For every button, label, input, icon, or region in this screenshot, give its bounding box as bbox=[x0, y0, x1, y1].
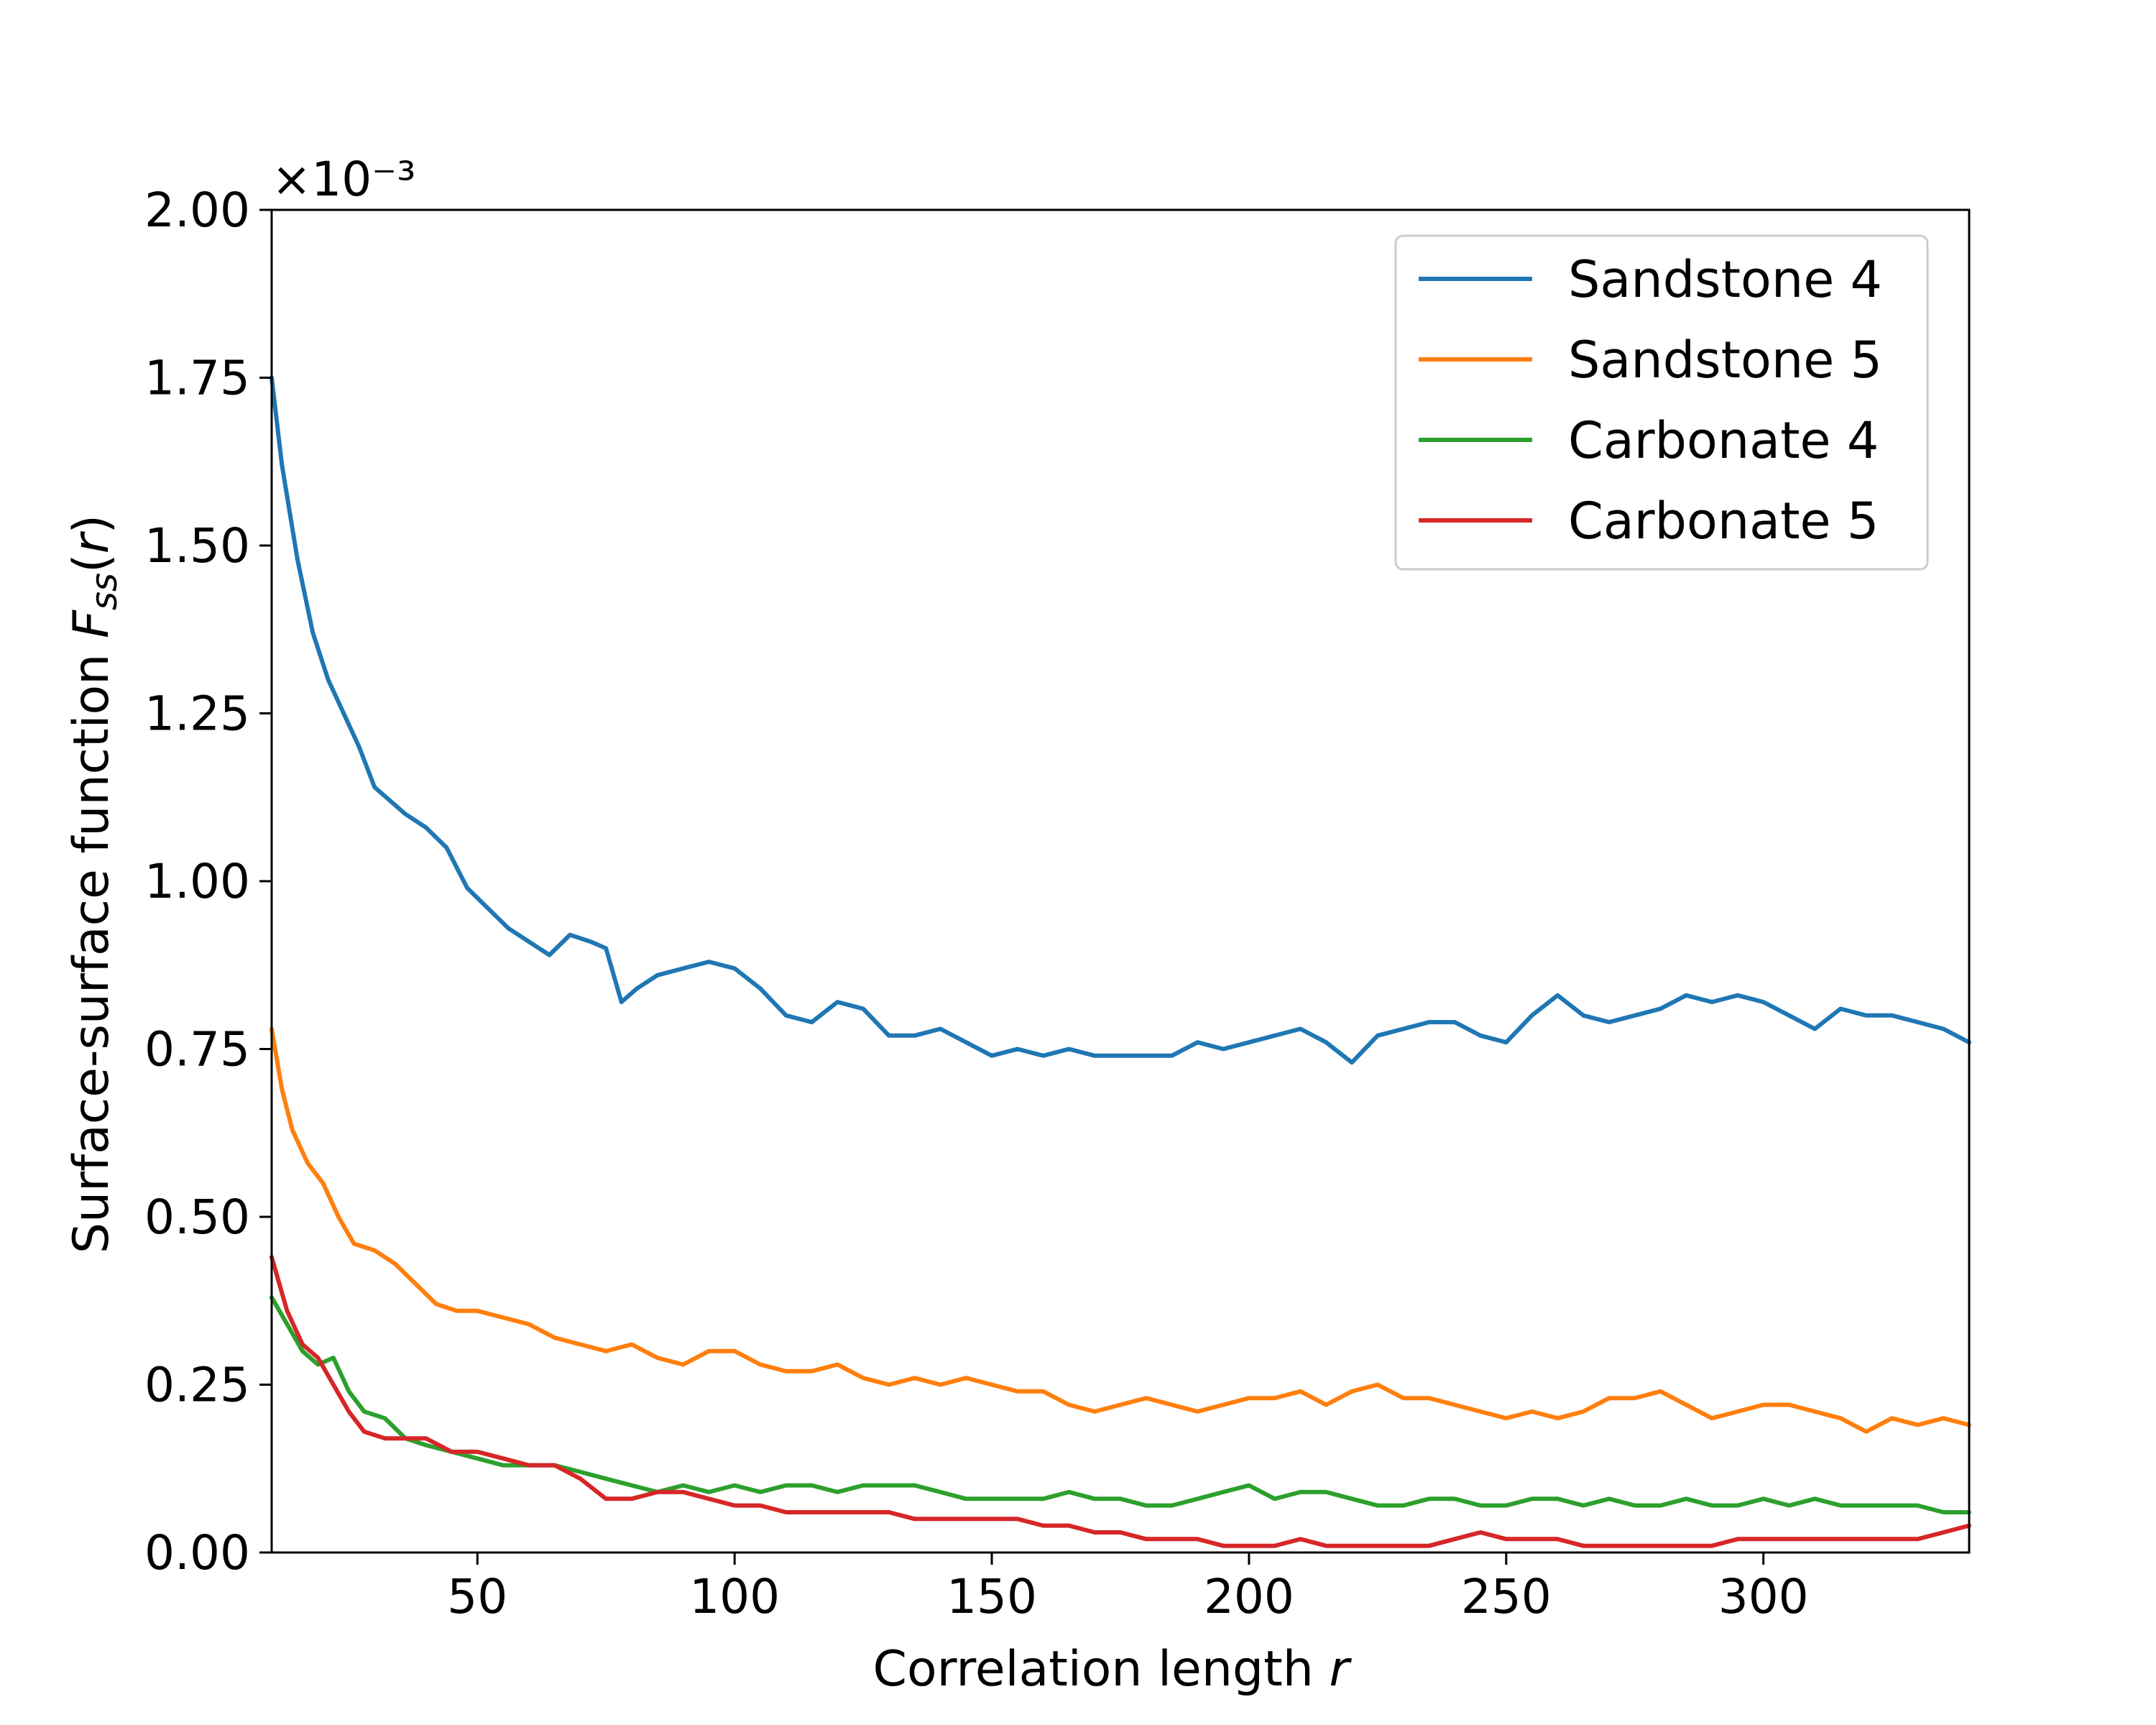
legend-box bbox=[1394, 234, 1929, 571]
x-axis: 50 100 150 200 250 300 bbox=[447, 1552, 1809, 1624]
series-line-1 bbox=[270, 375, 1971, 1065]
y-tick-label: 0.00 bbox=[144, 1525, 250, 1581]
y-axis-multiplier: ×10⁻³ bbox=[272, 152, 416, 207]
y-tick-label: 2.00 bbox=[144, 183, 250, 238]
x-tick-label: 200 bbox=[1204, 1569, 1294, 1624]
x-tick-label: 300 bbox=[1718, 1569, 1809, 1624]
x-tick-label: 50 bbox=[447, 1569, 507, 1624]
x-tick-label: 150 bbox=[946, 1569, 1037, 1624]
legend-label-1: Sandstone 4 bbox=[1568, 250, 1882, 309]
y-tick-label: 0.75 bbox=[144, 1022, 250, 1077]
y-tick-label: 1.25 bbox=[144, 686, 250, 742]
plot-lines bbox=[270, 375, 1971, 1548]
series-line-2 bbox=[270, 1026, 1971, 1434]
y-tick-label: 1.75 bbox=[144, 351, 250, 406]
y-tick-label: 1.50 bbox=[144, 518, 250, 574]
legend-label-4: Carbonate 5 bbox=[1568, 492, 1879, 551]
legend-label-3: Carbonate 4 bbox=[1568, 411, 1879, 470]
y-tick-label: 0.25 bbox=[144, 1358, 250, 1413]
legend: Sandstone 4 Sandstone 5 Carbonate 4 Carbona… bbox=[1394, 234, 1929, 571]
y-tick-label: 1.00 bbox=[144, 854, 250, 909]
series-line-4 bbox=[270, 1255, 1971, 1548]
y-tick-label: 0.50 bbox=[144, 1190, 250, 1245]
y-axis: 0.00 0.25 0.50 0.75 1.00 1.25 1.50 1.75 2.00 bbox=[144, 183, 272, 1581]
series-line-3 bbox=[270, 1295, 1971, 1514]
legend-label-2: Sandstone 5 bbox=[1568, 331, 1882, 390]
x-tick-label: 100 bbox=[689, 1569, 780, 1624]
x-tick-label: 250 bbox=[1461, 1569, 1552, 1624]
y-axis-label: Surface-surface function Fss(r) bbox=[63, 515, 125, 1254]
x-axis-label: Correlation length r bbox=[873, 1641, 1353, 1698]
